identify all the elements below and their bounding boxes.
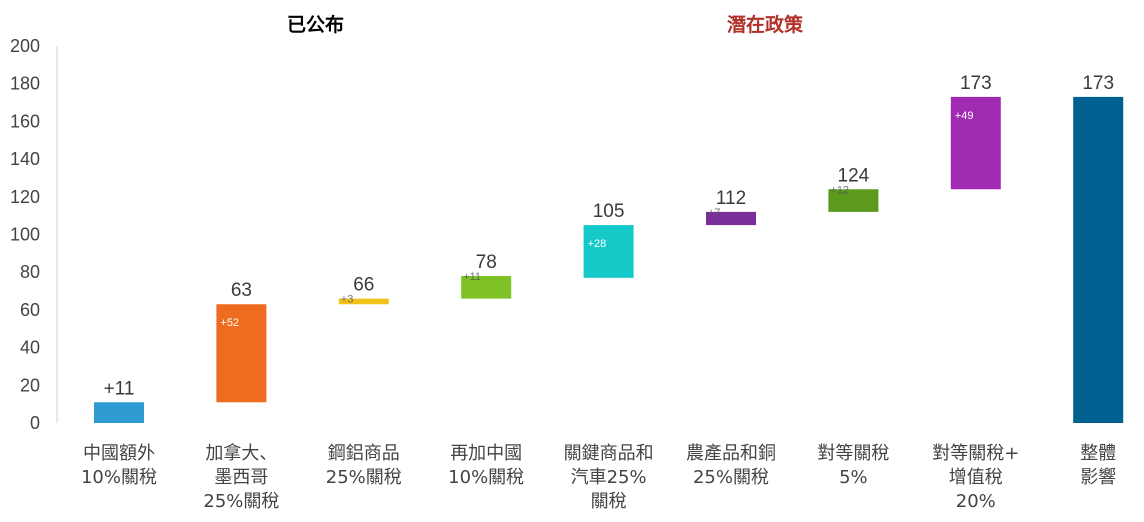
section-label-potential-policy: 潛在政策 [727,14,804,36]
section-label-published: 已公布 [287,14,345,36]
category-label: 關鍵商品和 汽車25% 關稅 [563,443,654,512]
bars-group [94,96,1124,424]
bar-delta-label: +12 [830,184,849,196]
category-label: 鋼鋁商品 25%關稅 [325,443,402,488]
bar-delta-label: +28 [588,238,607,250]
y-tick-label: 200 [10,36,40,56]
bar [706,211,756,226]
bar-total-label: 112 [716,188,746,209]
bar [1073,96,1124,424]
category-label: 中國額外 10%關稅 [80,443,157,488]
category-label: 對等關稅+ 增值稅 20% [932,443,1020,512]
y-tick-label: 120 [10,187,40,207]
bar-delta-label: +52 [220,317,239,329]
bar-delta-label: +3 [341,294,354,306]
y-tick-label: 80 [20,262,40,282]
bar-total-label: 173 [1082,73,1114,94]
bar-total-label: 124 [838,165,870,186]
y-tick-label: 60 [20,300,40,320]
y-tick-label: 180 [10,74,40,94]
category-label: 加拿大、 墨西哥 25%關稅 [203,443,280,512]
bar [950,96,1001,190]
y-axis: 0 20 40 60 80 100 120 140 160 180 200 [10,36,58,433]
bar [583,225,634,278]
bar-delta-label: +7 [708,207,721,219]
y-tick-label: 160 [10,111,40,131]
bar [461,275,512,299]
bar [828,189,879,212]
bar [216,304,267,403]
category-label: 對等關稅 5% [817,443,890,488]
bar-delta-label: +49 [955,110,974,122]
bar-total-label: +11 [104,378,135,399]
bar [338,298,389,305]
y-tick-label: 20 [20,375,40,395]
y-tick-label: 140 [10,149,40,169]
category-label: 整體 影響 [1080,443,1117,488]
bar-total-label: 78 [476,252,497,273]
y-tick-label: 100 [10,225,40,245]
bar-total-label: 173 [960,73,992,94]
y-tick-label: 40 [20,338,40,358]
category-label: 農產品和銅 25%關稅 [686,443,776,488]
bar-delta-label: +11 [463,271,481,283]
bar-total-label: 105 [593,201,625,222]
y-tick-label: 0 [30,413,40,433]
bar-total-label: 66 [353,275,374,296]
value-labels-group: +1163+5266+378+11105+28112+7124+12173+49… [104,73,1114,399]
bar-total-label: 63 [231,280,252,301]
category-label: 再加中國 10%關稅 [448,443,525,488]
bar [94,402,144,423]
